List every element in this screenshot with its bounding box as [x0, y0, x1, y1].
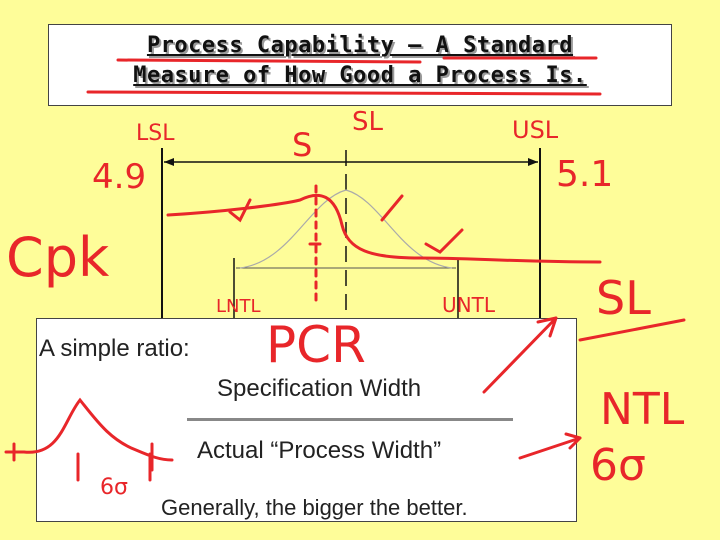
ink-pointer-right	[578, 318, 686, 342]
normal-curve	[239, 189, 453, 269]
ink-sl: SL	[352, 107, 384, 137]
ink-six-sigma: 6σ	[590, 440, 646, 491]
title-box: Process Capability – A Standard Measure …	[48, 24, 672, 106]
ink-lntl: LNTL	[216, 296, 261, 317]
slide-title-line2: Measure of How Good a Process Is.	[133, 63, 587, 88]
fraction-bar	[187, 418, 513, 421]
ratio-note: Generally, the bigger the better.	[161, 495, 468, 520]
ink-arrow-mid	[380, 194, 404, 222]
ink-sl-right: SL	[596, 271, 651, 325]
slide-title-line1: Process Capability – A Standard	[146, 33, 574, 58]
ink-check-right	[424, 228, 464, 254]
ratio-numerator: Specification Width	[217, 375, 422, 402]
ink-cpk: Cpk	[6, 226, 110, 289]
ink-untl: UNTL	[442, 293, 496, 317]
ink-ntl: NTL	[600, 384, 685, 435]
ink-check-left	[228, 198, 252, 223]
ratio-lead-text: A simple ratio:	[39, 335, 190, 362]
ratio-box: A simple ratio: Specification Width Actu…	[36, 318, 577, 522]
ink-usl-value: 5.1	[556, 154, 613, 195]
ink-skewed-curve	[166, 193, 602, 264]
ink-lsl-value: 4.9	[92, 157, 146, 197]
ratio-denominator: Actual “Process Width”	[197, 437, 442, 464]
ink-lsl: LSL	[136, 121, 175, 146]
ink-usl: USL	[512, 116, 559, 144]
ink-s: S	[292, 126, 312, 164]
